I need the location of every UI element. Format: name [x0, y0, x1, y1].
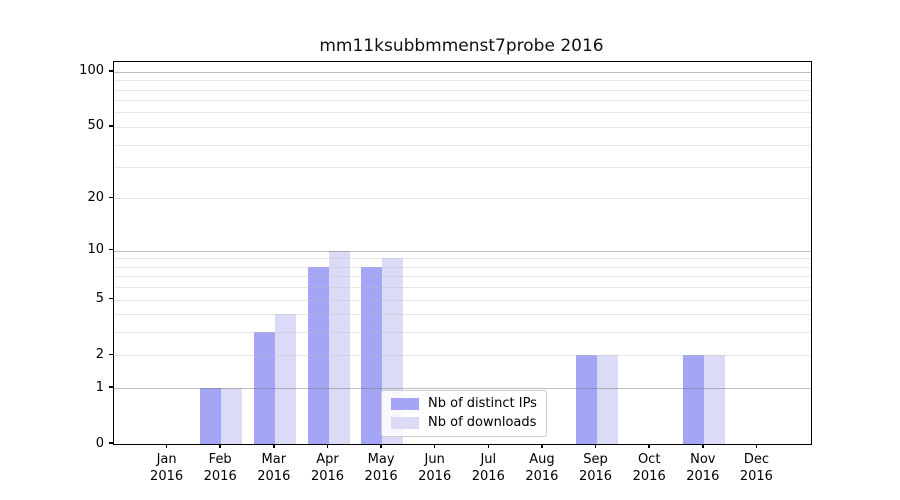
- x-tick-label: May 2016: [349, 451, 413, 485]
- bar-distinct-ips-feb: [200, 388, 222, 444]
- x-tick-label: Aug 2016: [510, 451, 574, 485]
- x-tick-month: Jul: [480, 452, 497, 467]
- bar-distinct-ips-may: [361, 266, 383, 444]
- y-tick-label: 1: [95, 379, 104, 395]
- y-tick-label: 0: [95, 435, 104, 451]
- x-tick: [273, 444, 275, 448]
- x-tick-year: 2016: [364, 469, 398, 484]
- x-tick-label: Sep 2016: [564, 451, 628, 485]
- legend: Nb of distinct IPs Nb of downloads: [381, 390, 547, 437]
- y-tick-label: 20: [87, 189, 104, 205]
- bar-downloads-feb: [221, 388, 243, 444]
- y-tick: [109, 442, 113, 444]
- bar-downloads-apr: [328, 250, 350, 444]
- x-tick-month: Jan: [156, 452, 177, 467]
- bar-downloads-nov: [703, 355, 725, 444]
- x-tick: [326, 444, 329, 448]
- x-tick-month: Mar: [261, 452, 287, 467]
- y-tick-label: 100: [79, 63, 104, 79]
- bar-downloads-sep: [596, 355, 618, 444]
- bar-distinct-ips-nov: [682, 355, 704, 444]
- x-tick-year: 2016: [471, 469, 505, 484]
- x-tick-year: 2016: [525, 469, 559, 484]
- x-tick-month: Oct: [637, 452, 661, 467]
- x-tick: [648, 444, 650, 448]
- x-tick: [433, 444, 436, 448]
- x-tick-month: Aug: [529, 452, 555, 467]
- x-tick: [487, 444, 490, 448]
- x-tick-label: Jan 2016: [135, 451, 199, 485]
- x-tick-month: Apr: [316, 452, 339, 467]
- bar-distinct-ips-sep: [575, 355, 597, 444]
- legend-label-downloads: Nb of downloads: [428, 415, 537, 430]
- y-tick: [109, 125, 113, 127]
- x-tick: [380, 444, 382, 448]
- x-tick: [702, 444, 704, 448]
- x-tick-year: 2016: [203, 469, 237, 484]
- y-tick-label: 5: [95, 291, 104, 306]
- y-tick: [109, 196, 113, 199]
- legend-item-downloads: Nb of downloads: [391, 416, 537, 430]
- x-tick-year: 2016: [739, 469, 773, 484]
- bar-distinct-ips-apr: [307, 266, 329, 444]
- plot-area: Nb of distinct IPs Nb of downloads: [113, 61, 812, 445]
- x-tick: [165, 444, 168, 448]
- y-tick: [109, 248, 113, 251]
- x-tick-label: Jul 2016: [456, 451, 520, 485]
- x-tick-year: 2016: [632, 469, 666, 484]
- x-tick: [594, 444, 597, 448]
- x-tick-label: Jun 2016: [403, 451, 467, 485]
- x-tick-label: Oct 2016: [617, 451, 681, 485]
- x-tick-year: 2016: [418, 469, 452, 484]
- x-tick-label: Nov 2016: [671, 451, 735, 485]
- x-tick-year: 2016: [310, 469, 345, 484]
- x-tick-month: May: [367, 452, 395, 467]
- x-tick-month: Feb: [208, 452, 232, 467]
- x-tick-month: Jun: [424, 452, 445, 467]
- bars-layer: [114, 62, 811, 444]
- legend-item-distinct-ips: Nb of distinct IPs: [391, 397, 537, 411]
- x-tick: [755, 444, 758, 448]
- x-tick: [541, 444, 543, 448]
- y-tick-label: 50: [87, 118, 104, 134]
- bar-distinct-ips-mar: [253, 332, 275, 444]
- legend-swatch-distinct-ips: [391, 398, 419, 410]
- x-tick-label: Apr 2016: [296, 451, 360, 485]
- y-tick-label: 10: [87, 242, 104, 258]
- x-tick-label: Dec 2016: [724, 451, 788, 485]
- x-tick-year: 2016: [578, 469, 613, 484]
- x-tick-month: Sep: [583, 452, 608, 467]
- x-tick-label: Feb 2016: [188, 451, 252, 485]
- legend-swatch-downloads: [391, 417, 419, 429]
- x-tick-month: Nov: [690, 452, 716, 467]
- bar-downloads-mar: [274, 314, 296, 444]
- x-tick-year: 2016: [150, 469, 184, 484]
- x-tick-year: 2016: [257, 469, 291, 484]
- y-tick: [109, 70, 113, 72]
- y-tick: [109, 386, 113, 388]
- y-tick: [109, 297, 113, 300]
- y-tick-label: 2: [95, 346, 104, 362]
- x-tick-month: Dec: [743, 452, 769, 467]
- chart-title: mm11ksubbmmenst7probe 2016: [319, 36, 604, 56]
- x-tick: [219, 444, 221, 448]
- x-tick-year: 2016: [686, 469, 720, 484]
- y-tick: [109, 353, 113, 356]
- legend-label-distinct-ips: Nb of distinct IPs: [428, 396, 537, 411]
- x-tick-label: Mar 2016: [242, 451, 306, 485]
